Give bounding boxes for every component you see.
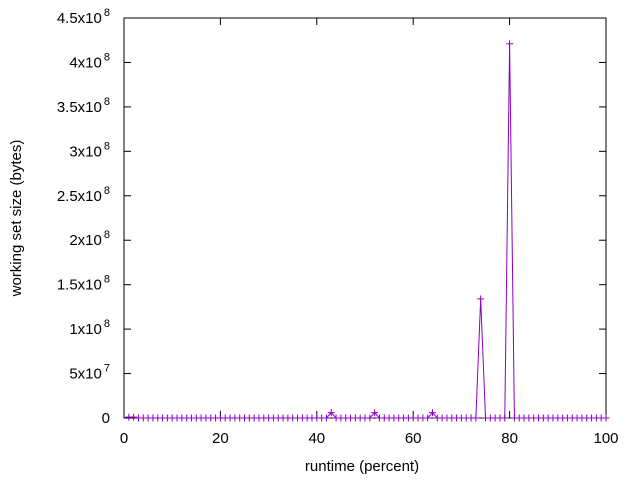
x-axis-title: runtime (percent)	[305, 458, 419, 475]
data-point	[477, 295, 485, 303]
x-tick-label: 100	[593, 430, 618, 447]
data-point	[130, 413, 138, 421]
x-tick-label: 0	[120, 430, 128, 447]
y-tick-label: 5x10 7	[69, 363, 110, 383]
data-point	[472, 414, 480, 422]
data-point	[327, 409, 335, 417]
x-tick-label: 60	[405, 430, 422, 447]
plot-frame	[123, 17, 607, 419]
y-tick-label: 1.5x10 8	[57, 274, 110, 294]
y-axis-title: working set size (bytes)	[8, 140, 25, 298]
y-axis: 0 5x10 7 1x10 8 1.5x10 8 2x10 8 2.5x10 8 3x10 8 3.5x1…	[57, 7, 606, 427]
series-layer	[125, 40, 610, 422]
data-point	[428, 409, 436, 417]
series-line	[128, 43, 606, 419]
data-point	[322, 414, 330, 422]
y-tick-label: 2.5x10 8	[57, 185, 110, 205]
y-tick-label: 3x10 8	[69, 140, 110, 160]
y-tick-label: 4x10 8	[69, 51, 110, 71]
data-point	[424, 414, 432, 422]
x-axis: 0 20 40 60 80 100	[120, 18, 619, 447]
data-point	[501, 414, 509, 422]
x-tick-label: 40	[308, 430, 325, 447]
data-point	[371, 409, 379, 417]
x-tick-label: 20	[212, 430, 229, 447]
y-tick-label: 0	[102, 410, 110, 427]
y-tick-label: 1x10 8	[69, 318, 110, 338]
data-point	[506, 40, 514, 48]
y-tick-label: 4.5x10 8	[57, 7, 110, 27]
data-point	[366, 414, 374, 422]
x-tick-label: 80	[501, 430, 518, 447]
y-tick-label: 3.5x10 8	[57, 96, 110, 116]
data-point	[602, 414, 610, 422]
y-tick-label: 2x10 8	[69, 229, 110, 249]
